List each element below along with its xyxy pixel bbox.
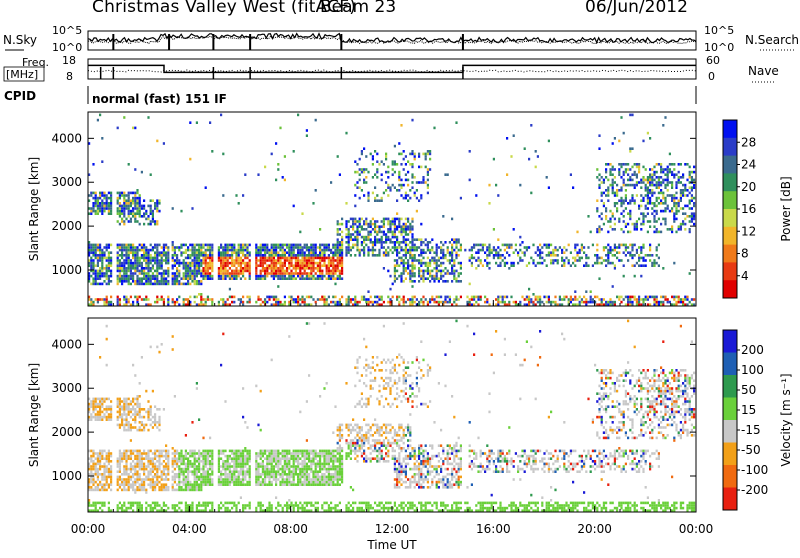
power-colorbar-segment xyxy=(723,262,737,280)
power-colorbar-segment xyxy=(723,209,737,227)
x-axis-label: Time UT xyxy=(366,538,417,552)
power-colorbar-title: Power [dB] xyxy=(779,176,793,241)
velocity-colorbar-segment xyxy=(723,420,737,443)
nave-label: Nave xyxy=(748,64,779,78)
x-tick-label: 12:00 xyxy=(375,522,410,536)
noise-left-tick-bottom: 10^0 xyxy=(52,41,82,54)
velocity-colorbar-segment xyxy=(723,353,737,376)
freq-left-tick-bottom: 8 xyxy=(66,70,73,83)
power-colorbar-label: 20 xyxy=(741,180,756,194)
velocity-colorbar-segment xyxy=(723,330,737,353)
noise-left-tick-top: 10^5 xyxy=(52,24,82,37)
power-panel-ytick-label: 3000 xyxy=(51,175,82,189)
velocity-colorbar-label: -50 xyxy=(741,443,761,457)
power-colorbar-segment xyxy=(723,280,737,298)
cpid-label: CPID xyxy=(4,89,36,103)
noise-left-label: N.Sky xyxy=(3,33,37,47)
power-colorbar-segment xyxy=(723,156,737,174)
x-tick-label: 16:00 xyxy=(476,522,511,536)
date-label: 06/Jun/2012 xyxy=(585,0,688,17)
frequency-panel-frame xyxy=(88,59,696,79)
velocity-panel-ytick-label: 4000 xyxy=(51,337,82,351)
velocity-panel-ytick-label: 1000 xyxy=(51,469,82,483)
velocity-colorbar-segment xyxy=(723,465,737,488)
noise-right-label: N.Search xyxy=(745,33,799,47)
power-panel-ytick-label: 1000 xyxy=(51,263,82,277)
velocity-panel-ytick-label: 3000 xyxy=(51,381,82,395)
velocity-colorbar-label: -15 xyxy=(741,423,761,437)
power-colorbar-segment xyxy=(723,227,737,245)
plot-title: Christmas Valley West (fitACF) xyxy=(92,0,356,17)
power-colorbar-label: 28 xyxy=(741,135,756,149)
velocity-colorbar-title: Velocity [m s⁻¹] xyxy=(779,373,793,466)
x-tick-label: 08:00 xyxy=(273,522,308,536)
noise-right-tick-bottom: 10^0 xyxy=(704,41,734,54)
power-colorbar-segment xyxy=(723,138,737,156)
power-colorbar-segment xyxy=(723,191,737,209)
power-panel-ytick-label: 2000 xyxy=(51,219,82,233)
velocity-panel-ytick-label: 2000 xyxy=(51,425,82,439)
velocity-colorbar-segment xyxy=(723,488,737,511)
power-colorbar-label: 4 xyxy=(741,269,749,283)
velocity-colorbar-label: -200 xyxy=(741,483,768,497)
velocity-colorbar-segment xyxy=(723,375,737,398)
power-colorbar-label: 24 xyxy=(741,158,756,172)
power-panel-ylabel: Slant Range [km] xyxy=(27,157,41,261)
velocity-colorbar-label: 50 xyxy=(741,383,756,397)
power-colorbar-segment xyxy=(723,173,737,191)
frequency-series xyxy=(88,65,696,72)
power-colorbar-label: 16 xyxy=(741,202,756,216)
x-tick-label: 00:00 xyxy=(679,522,714,536)
freq-right-tick-top: 60 xyxy=(706,54,720,67)
x-tick-label: 04:00 xyxy=(172,522,207,536)
velocity-colorbar-label: 15 xyxy=(741,403,756,417)
velocity-colorbar-segment xyxy=(723,443,737,466)
velocity-panel-ylabel: Slant Range [km] xyxy=(27,363,41,467)
freq-left-tick-top: 18 xyxy=(62,54,76,67)
cpid-program: normal (fast) 151 IF xyxy=(92,92,227,106)
freq-left-label-unit: [MHz] xyxy=(6,68,38,81)
power-colorbar-label: 12 xyxy=(741,224,756,238)
x-tick-label: 20:00 xyxy=(577,522,612,536)
freq-right-tick-bottom: 0 xyxy=(708,70,715,83)
noise-right-tick-top: 10^5 xyxy=(704,24,734,37)
velocity-colorbar-label: 200 xyxy=(741,343,764,357)
power-colorbar-segment xyxy=(723,245,737,263)
velocity-colorbar-segment xyxy=(723,398,737,421)
beam-label: Beam 23 xyxy=(320,0,396,17)
velocity-colorbar-label: -100 xyxy=(741,463,768,477)
velocity-colorbar-label: 100 xyxy=(741,363,764,377)
power-colorbar-label: 8 xyxy=(741,247,749,261)
velocity-panel-scatter xyxy=(88,320,695,512)
power-panel-ytick-label: 4000 xyxy=(51,131,82,145)
power-panel-scatter xyxy=(88,114,695,306)
x-tick-label: 00:00 xyxy=(71,522,106,536)
power-colorbar-segment xyxy=(723,120,737,138)
